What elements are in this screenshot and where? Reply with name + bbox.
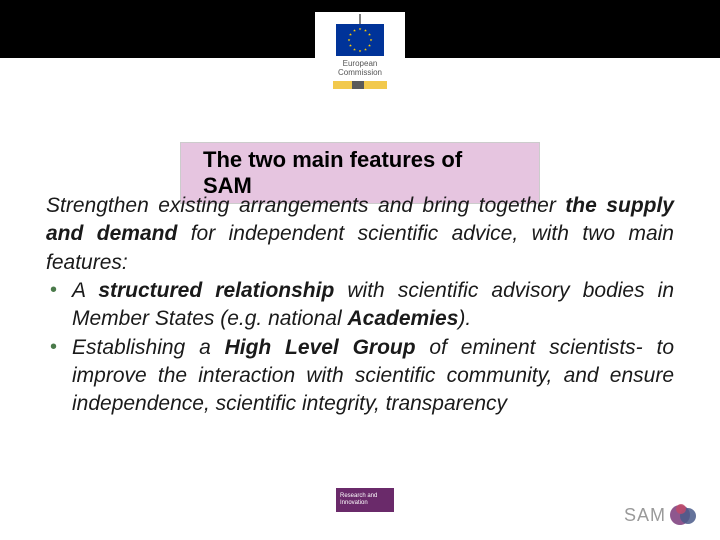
logo-line2: Commission: [338, 69, 382, 78]
sam-logo: SAM: [624, 504, 698, 526]
intro-pre: Strengthen existing arrangements and bri…: [46, 194, 565, 217]
ec-logo: European Commission: [315, 12, 405, 128]
bullet-item: Establishing a High Level Group of emine…: [46, 334, 674, 419]
body-text: Strengthen existing arrangements and bri…: [46, 192, 674, 419]
eu-stars: [346, 26, 374, 54]
logo-separator: [333, 81, 387, 89]
badge-line2: Innovation: [340, 500, 390, 507]
bullet-item: A structured relationship with scientifi…: [46, 277, 674, 334]
bullet-list: A structured relationship with scientifi…: [46, 277, 674, 419]
flagpole: [359, 14, 361, 24]
footer-badge: Research and Innovation: [336, 488, 394, 512]
slide-title: The two main features of SAM: [203, 147, 462, 198]
eu-flag: [336, 24, 384, 56]
intro-paragraph: Strengthen existing arrangements and bri…: [46, 192, 674, 277]
slide: European Commission The two main feature…: [0, 0, 720, 540]
sam-label: SAM: [624, 505, 666, 526]
badge-line1: Research and: [340, 493, 390, 500]
sam-circles-icon: [670, 504, 698, 526]
logo-text: European Commission: [338, 60, 382, 78]
